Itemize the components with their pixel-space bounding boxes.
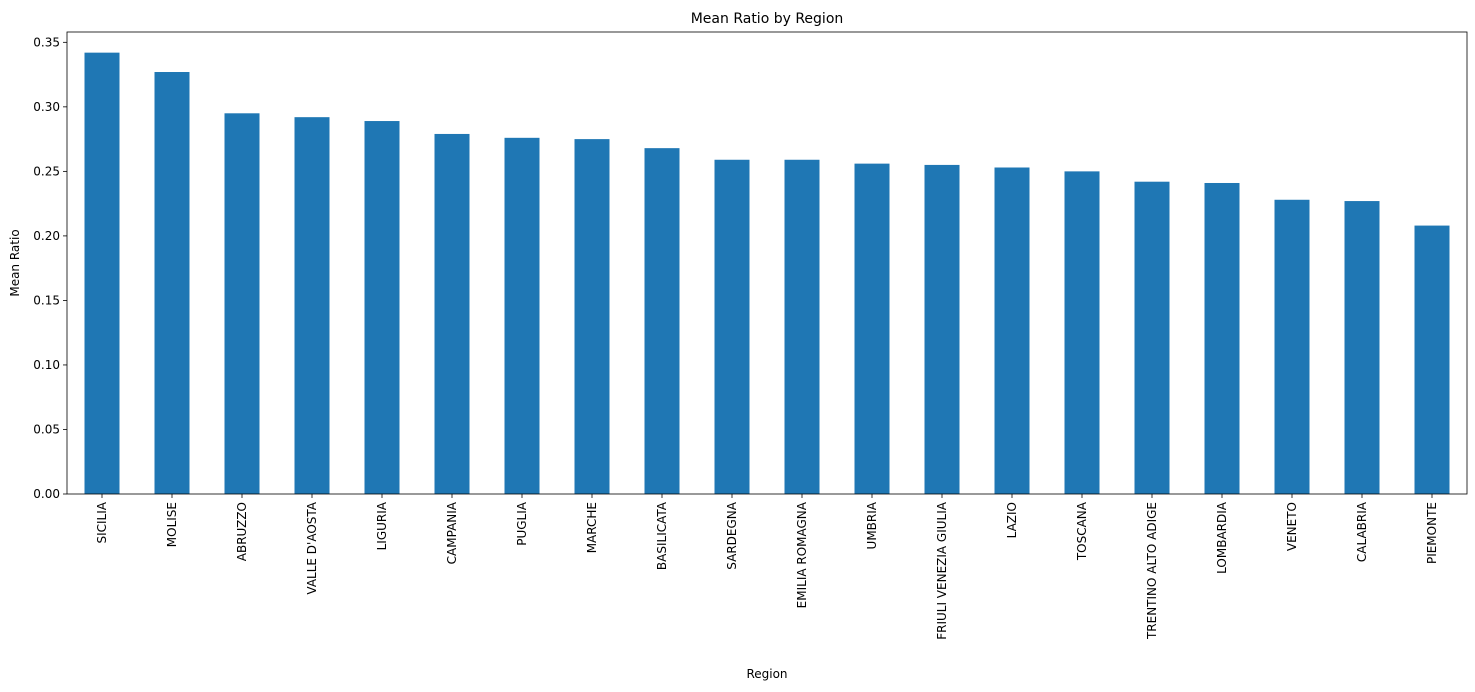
bar-calabria	[1344, 201, 1380, 494]
bar-sicilia	[84, 52, 120, 495]
y-tick-label: 0.20	[33, 229, 60, 243]
x-tick-label: PIEMONTE	[1425, 502, 1439, 564]
bar-lombardia	[1204, 182, 1240, 495]
x-tick-label: EMILIA ROMAGNA	[795, 501, 809, 608]
x-tick-label: ABRUZZO	[235, 502, 249, 561]
x-tick-label: SICILIA	[95, 501, 109, 543]
bar-trentino-alto-adige	[1134, 181, 1170, 494]
bar-liguria	[364, 121, 400, 494]
bar-piemonte	[1414, 225, 1450, 494]
plot-frame	[66, 31, 1468, 495]
x-tick-label: CAMPANIA	[445, 501, 459, 564]
x-tick-label: LOMBARDIA	[1215, 501, 1229, 574]
x-tick-label: LAZIO	[1005, 502, 1019, 538]
x-tick-label: SARDEGNA	[725, 501, 739, 569]
bar-toscana	[1064, 171, 1100, 494]
bar-valle-d-aosta	[294, 117, 330, 495]
x-axis: SICILIA MOLISE ABRUZZO VALLE D'AOSTA LIGURIA…	[95, 494, 1439, 640]
bar-sardegna	[714, 159, 750, 494]
bar-friuli-venezia-giulia	[924, 164, 960, 495]
y-axis: 0.00 0.05 0.10 0.15 0.20 0.25 0.30 0.35	[33, 35, 67, 501]
x-tick-label: UMBRIA	[865, 501, 879, 549]
bars-group	[84, 52, 1450, 495]
x-tick-label: FRIULI VENEZIA GIULIA	[935, 501, 949, 640]
bar-basilicata	[644, 148, 680, 494]
bar-umbria	[854, 163, 890, 494]
chart-title: Mean Ratio by Region	[691, 11, 844, 27]
bar-marche	[574, 139, 610, 495]
bar-molise	[154, 72, 190, 494]
x-tick-label: LIGURIA	[375, 501, 389, 550]
y-tick-label: 0.30	[33, 100, 60, 114]
bar-emilia-romagna	[784, 159, 820, 494]
x-tick-label: TOSCANA	[1075, 501, 1089, 561]
x-tick-label: VENETO	[1285, 502, 1299, 551]
bar-lazio	[994, 167, 1030, 494]
y-tick-label: 0.25	[33, 164, 60, 178]
y-tick-label: 0.05	[33, 422, 60, 436]
x-tick-label: PUGLIA	[515, 501, 529, 546]
x-tick-label: VALLE D'AOSTA	[305, 501, 319, 594]
x-tick-label: MOLISE	[165, 502, 179, 547]
y-tick-label: 0.10	[33, 358, 60, 372]
bar-puglia	[504, 137, 540, 494]
bar-campania	[434, 133, 470, 494]
y-tick-label: 0.00	[33, 487, 60, 501]
x-tick-label: MARCHE	[585, 502, 599, 553]
y-tick-label: 0.35	[33, 35, 60, 49]
bar-veneto	[1274, 199, 1310, 494]
x-tick-label: CALABRIA	[1355, 501, 1369, 562]
y-tick-label: 0.15	[33, 293, 60, 307]
x-tick-label: BASILICATA	[655, 501, 669, 570]
x-axis-label: Region	[746, 667, 787, 681]
x-tick-label: TRENTINO ALTO ADIGE	[1145, 502, 1159, 640]
y-axis-label: Mean Ratio	[8, 229, 22, 296]
bar-abruzzo	[224, 113, 260, 495]
